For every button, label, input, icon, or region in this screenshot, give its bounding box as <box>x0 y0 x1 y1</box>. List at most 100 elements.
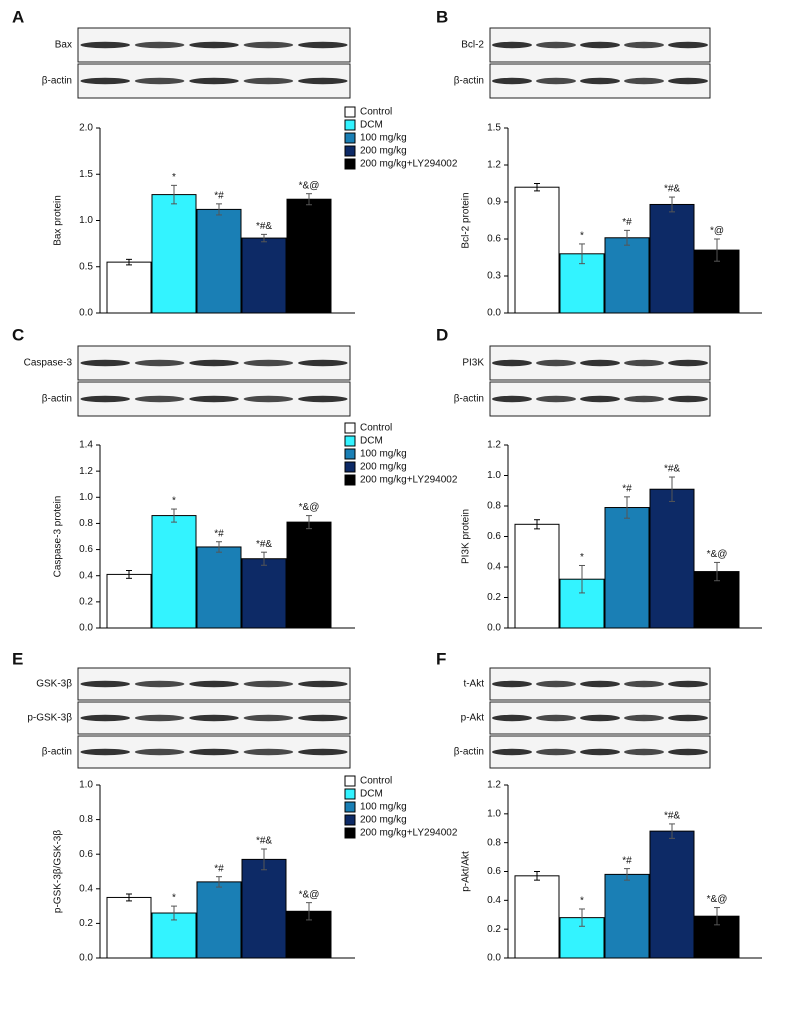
y-tick-label: 0.2 <box>487 924 501 935</box>
blot-band <box>536 680 576 688</box>
blot-band <box>624 714 664 722</box>
blot-label: t-Akt <box>463 679 484 690</box>
significance-label: *#& <box>256 221 272 232</box>
significance-label: *&@ <box>299 180 320 191</box>
blot-band <box>134 77 185 85</box>
blot-band <box>580 748 620 756</box>
bar <box>604 237 650 314</box>
y-tick-label: 0.0 <box>79 623 93 634</box>
blot-band <box>668 359 708 367</box>
legend-label: Control <box>360 423 392 434</box>
bar <box>514 186 560 314</box>
blot-band <box>134 680 185 688</box>
blot-band <box>536 41 576 49</box>
blot-label: β-actin <box>454 394 484 405</box>
bar <box>106 896 152 959</box>
y-tick-label: 0.6 <box>79 849 93 860</box>
blot-label: β-actin <box>42 394 72 405</box>
significance-label: *#& <box>664 811 680 822</box>
blot-band <box>298 77 348 85</box>
blot-band <box>492 395 532 403</box>
significance-label: *@ <box>710 226 724 237</box>
legend-label: Control <box>360 107 392 118</box>
y-tick-label: 1.4 <box>79 440 93 451</box>
y-tick-label: 1.0 <box>79 780 93 791</box>
bar <box>106 573 152 629</box>
legend-swatch <box>344 474 356 486</box>
blot-band <box>536 395 576 403</box>
y-tick-label: 0.0 <box>487 623 501 634</box>
blot-band <box>134 395 185 403</box>
blot-band <box>243 395 294 403</box>
blot-band <box>189 359 239 367</box>
blot-band <box>189 77 239 85</box>
blot-label: Caspase-3 <box>24 358 73 369</box>
legend-swatch <box>344 788 356 800</box>
legend-swatch <box>344 435 356 447</box>
y-tick-label: 0.0 <box>79 953 93 964</box>
legend-swatch <box>344 801 356 813</box>
blot-band <box>80 748 130 756</box>
y-tick-label: 0.0 <box>79 308 93 319</box>
bar <box>286 198 332 314</box>
y-tick-label: 0.6 <box>487 866 501 877</box>
significance-label: *#& <box>256 539 272 550</box>
y-tick-label: 0.8 <box>487 501 501 512</box>
y-tick-label: 0.2 <box>487 592 501 603</box>
blot-band <box>243 748 294 756</box>
blot-band <box>298 680 348 688</box>
blot-label: Bcl-2 <box>461 40 484 51</box>
panel-letter: B <box>436 7 448 26</box>
blot-band <box>580 395 620 403</box>
y-tick-label: 2.0 <box>79 123 93 134</box>
y-tick-label: 0.0 <box>487 308 501 319</box>
blot-band <box>668 680 708 688</box>
blot-band <box>243 41 294 49</box>
y-tick-label: 0.3 <box>487 271 501 282</box>
bar <box>151 912 197 959</box>
blot-band <box>134 41 185 49</box>
blot-band <box>298 714 348 722</box>
bar <box>196 881 242 959</box>
significance-label: *&@ <box>299 889 320 900</box>
legend-swatch <box>344 448 356 460</box>
blot-band <box>624 359 664 367</box>
legend-label: 200 mg/kg+LY294002 <box>360 475 458 486</box>
y-tick-label: 0.9 <box>487 197 501 208</box>
blot-band <box>492 77 532 85</box>
blot-band <box>80 714 130 722</box>
y-tick-label: 0.4 <box>487 562 501 573</box>
y-tick-label: 0.4 <box>487 895 501 906</box>
significance-label: * <box>172 893 176 904</box>
significance-label: * <box>580 896 584 907</box>
significance-label: *&@ <box>707 894 728 905</box>
legend-swatch <box>344 422 356 434</box>
y-tick-label: 1.5 <box>79 169 93 180</box>
blot-band <box>668 395 708 403</box>
blot-band <box>80 41 130 49</box>
bar <box>514 523 560 629</box>
legend-label: 200 mg/kg+LY294002 <box>360 159 458 170</box>
blot-label: β-actin <box>42 76 72 87</box>
blot-band <box>80 680 130 688</box>
y-tick-label: 1.2 <box>487 780 501 791</box>
blot-band <box>580 680 620 688</box>
blot-band <box>536 714 576 722</box>
legend-label: 200 mg/kg <box>360 146 407 157</box>
significance-label: * <box>172 172 176 183</box>
y-tick-label: 1.2 <box>79 466 93 477</box>
significance-label: *# <box>622 217 632 228</box>
y-axis-label: p-GSK-3β/GSK-3β <box>53 830 64 913</box>
y-tick-label: 1.0 <box>487 808 501 819</box>
legend-label: Control <box>360 776 392 787</box>
legend-swatch <box>344 814 356 826</box>
significance-label: *# <box>622 483 632 494</box>
bar <box>604 507 650 629</box>
bar <box>196 208 242 314</box>
legend-label: DCM <box>360 436 383 447</box>
y-tick-label: 0.2 <box>79 596 93 607</box>
legend-label: 100 mg/kg <box>360 802 407 813</box>
blot-band <box>189 395 239 403</box>
legend-swatch <box>344 106 356 118</box>
